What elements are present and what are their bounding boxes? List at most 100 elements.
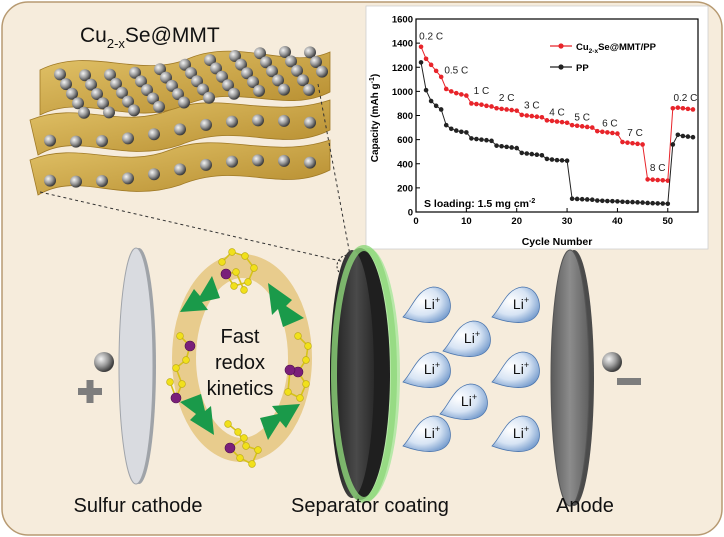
separator-face [330,250,374,498]
nanoparticle [79,69,91,82]
data-point-cu2xse-mmt-pp [655,177,661,183]
redox-cycle: Fast redox kinetics [166,248,312,468]
sulfur-atom [230,282,238,290]
data-point-cu2xse-mmt-pp [423,56,429,62]
y-tick-label: 600 [397,135,413,146]
data-point-cu2xse-mmt-pp [635,141,640,147]
data-point-pp [469,136,474,141]
y-axis-ticks: 0 200 400 600 800 1000 1200 1400 1600 [392,15,420,219]
chart-series [418,44,696,207]
y-tick-label: 200 [397,183,413,194]
nanoparticle [210,62,222,75]
nanoparticle [54,68,66,81]
data-point-cu2xse-mmt-pp [584,124,590,130]
data-point-pp [655,201,661,206]
sulfur-atom [172,364,180,372]
data-point-pp [584,197,590,202]
li-ion: Li+ [439,383,488,420]
nanoparticle [304,116,316,129]
sulfur-atom [241,252,249,260]
data-point-pp [433,103,439,109]
data-point-cu2xse-mmt-pp [690,107,696,112]
li-ion: Li+ [402,286,451,323]
data-point-pp [499,143,504,149]
data-point-cu2xse-mmt-pp [670,105,676,111]
redox-text-line-3: kinetics [207,378,274,400]
data-point-cu2xse-mmt-pp [630,140,635,146]
nanoparticle [166,79,178,92]
nanoparticle [179,58,191,71]
material-label-subscript: 2-x [107,36,126,51]
y-tick-label: 1600 [392,15,413,26]
data-point-cu2xse-mmt-pp [469,101,474,106]
data-point-cu2xse-mmt-pp [524,113,530,118]
data-point-pp [650,200,655,206]
li-ion: Li+ [402,351,451,388]
nanoparticle [148,128,160,141]
nanoparticle [129,66,141,79]
anode [550,249,641,507]
nanoparticle [135,75,147,88]
sulfur-atom [240,286,248,294]
li-ion-label: Li+ [464,329,480,346]
arrow-bottom-right [260,404,300,440]
data-point-pp [630,199,635,205]
lithium-ions: Li+ Li+ Li+ Li+ Li+ Li+ Li+ Li+ [402,286,540,452]
sulfur-atom [294,332,302,340]
sulfur-atom [304,342,312,350]
x-tick-label: 30 [562,216,573,227]
nanoparticle [200,158,212,171]
sulfur-atom [242,442,250,450]
li-ion-label: Li+ [424,424,440,441]
rate-label: 0.2 C [673,93,697,104]
nanoparticle [266,65,278,78]
nanoparticle [66,87,78,100]
redox-text-line-1: Fast [221,326,260,348]
sulfur-atom [302,356,310,364]
data-point-pp [494,143,499,148]
rate-label: 4 C [549,108,565,119]
data-point-cu2xse-mmt-pp [569,122,575,128]
nanoparticle [44,174,56,187]
nanoparticle [116,86,128,99]
nanoparticle [178,96,190,109]
data-point-pp [443,122,449,128]
nanoparticle [260,56,272,69]
nanoparticle [226,155,238,168]
x-tick-label: 0 [413,216,418,227]
data-point-pp [484,137,489,143]
data-point-pp [464,130,469,135]
nanoparticle [191,75,203,88]
polysulfide-molecules [166,248,312,468]
data-point-pp [675,132,681,138]
rate-labels: 0.2 C 0.5 C 1 C 2 C 3 C 4 C 5 C 6 C 7 C 8 C 0.2 C [419,32,697,174]
sulfur-atom [166,378,174,386]
sulfur-atom [176,332,184,340]
data-point-cu2xse-mmt-pp [660,177,666,183]
nanoparticle [278,154,290,167]
sulfur-atom [228,248,236,256]
data-point-pp [459,129,464,135]
sulfur-atom [182,356,190,364]
rate-label: 2 C [499,93,515,104]
x-tick-label: 40 [612,216,623,227]
li-ion-drop [402,286,451,323]
data-point-pp [453,128,459,133]
data-point-cu2xse-mmt-pp [544,118,550,123]
legend-entry-cu2xse: Cu2-xSe@MMT/PP [576,42,657,55]
nanoparticle [147,92,159,105]
lithium-atom [170,392,182,404]
data-point-pp [589,197,595,202]
data-point-cu2xse-mmt-pp [474,101,479,107]
data-point-cu2xse-mmt-pp [579,124,585,129]
nanoparticle [85,78,97,91]
nanoparticle [203,91,215,104]
sulfur-atom [234,428,242,436]
data-point-pp [564,158,570,164]
data-point-pp [524,151,530,156]
nanoparticle [128,104,140,117]
li-ion-label: Li+ [424,295,440,312]
mmt-sheet-illustration [29,46,331,196]
data-point-cu2xse-mmt-pp [680,105,686,111]
